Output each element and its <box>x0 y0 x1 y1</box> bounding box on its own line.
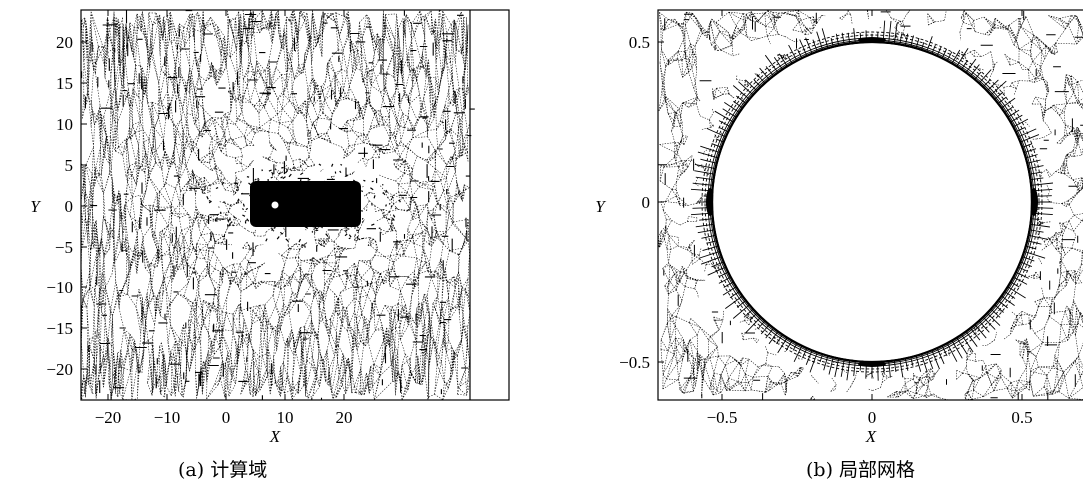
panel-b-ticks: −0.5 0 0.5 0.5 0 −0.5 <box>619 10 1033 427</box>
panel-a-computational-domain: −20 −10 0 10 20 20 15 10 5 0 −5 −10 −15 −20 X Y <box>30 9 510 446</box>
mesh-b-edges <box>658 10 1083 400</box>
panel-b-caption: (b) 局部网格 <box>806 459 916 481</box>
mesh-b-strokes <box>658 10 1083 400</box>
y-tick-label: −10 <box>46 278 73 297</box>
y-tick-label: −20 <box>46 360 73 379</box>
cylinder-body <box>713 43 1031 361</box>
y-tick-label: 15 <box>56 74 73 93</box>
y-tick-label: 10 <box>56 115 73 134</box>
x-tick-label: −20 <box>95 408 122 427</box>
y-tick-label: 5 <box>65 156 74 175</box>
y-tick-label: −0.5 <box>619 353 650 372</box>
mesh-b <box>658 10 1083 400</box>
y-tick-label: 20 <box>56 33 73 52</box>
mesh-cluster <box>1030 188 1038 216</box>
x-tick-label: 20 <box>336 408 353 427</box>
boundary-ring <box>704 34 1040 370</box>
y-tick-label: −5 <box>55 238 73 257</box>
panel-a-ylabel: Y <box>30 197 41 216</box>
x-tick-label: 10 <box>277 408 294 427</box>
x-tick-label: 0.5 <box>1011 408 1032 427</box>
x-tick-label: 0 <box>222 408 231 427</box>
y-tick-label: −15 <box>46 319 73 338</box>
panel-b-local-mesh: −0.5 0 0.5 0.5 0 −0.5 X Y <box>595 9 1083 446</box>
panel-a-caption: (a) 计算域 <box>178 459 268 481</box>
cylinder-marker <box>271 201 279 209</box>
wake-halo <box>206 163 401 248</box>
mesh-cluster <box>706 188 714 216</box>
y-tick-label: 0 <box>65 197 74 216</box>
x-tick-label: −10 <box>154 408 181 427</box>
panel-a-frame <box>80 9 510 401</box>
mesh-cluster <box>858 37 886 43</box>
mesh-a-edges <box>81 10 471 400</box>
panel-a-ticks: −20 −10 0 10 20 20 15 10 5 0 −5 −10 −15 −20 <box>46 10 353 427</box>
dense-wake-region <box>250 181 361 227</box>
mesh-a <box>81 10 475 400</box>
panel-b-frame <box>657 9 1083 401</box>
boundary-ring <box>701 31 1043 373</box>
x-tick-label: 0 <box>868 408 877 427</box>
panel-a-xlabel: X <box>269 427 281 446</box>
y-tick-label: 0.5 <box>629 33 650 52</box>
x-tick-label: −0.5 <box>707 408 738 427</box>
y-tick-label: 0 <box>642 193 651 212</box>
mesh-cluster <box>858 361 886 367</box>
panel-b-ylabel: Y <box>595 197 606 216</box>
panel-b-xlabel: X <box>865 427 877 446</box>
